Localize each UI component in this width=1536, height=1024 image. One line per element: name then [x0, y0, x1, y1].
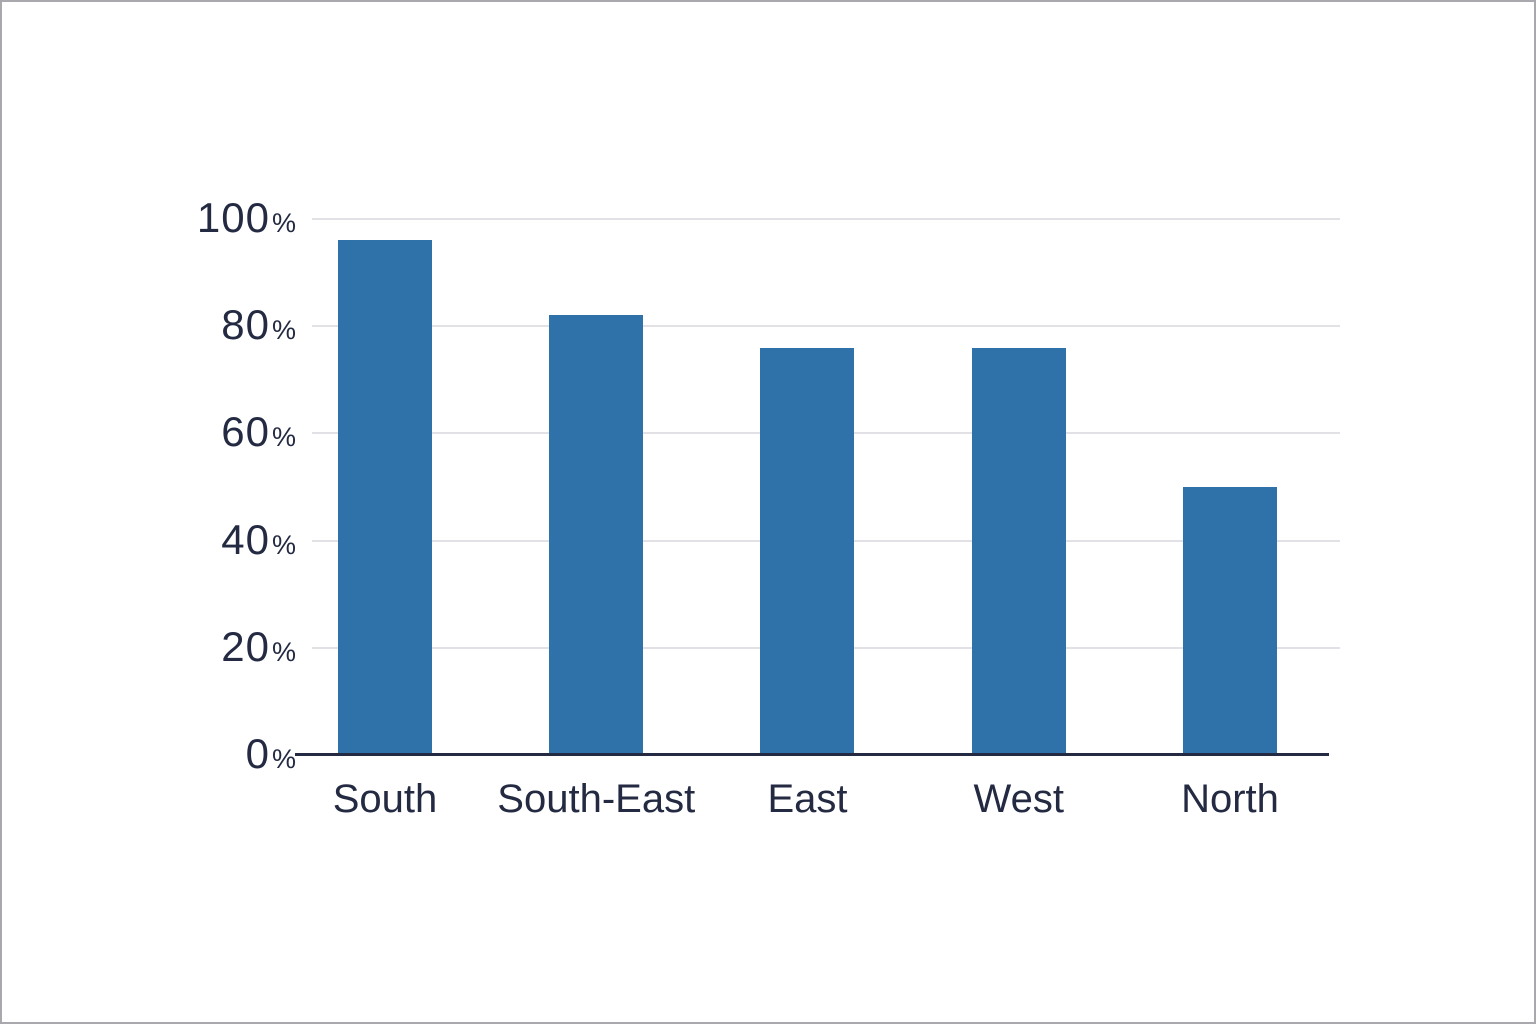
percent-suffix: % — [271, 529, 296, 560]
percent-suffix: % — [271, 422, 296, 453]
y-tick-value: 20 — [221, 622, 270, 670]
bar-south-east — [549, 315, 644, 755]
bar-east — [760, 347, 855, 755]
x-category-label-south-east: South-East — [497, 777, 696, 821]
y-tick-label: 100% — [2, 197, 296, 239]
y-tick-value: 0 — [245, 730, 270, 778]
y-tick-value: 100 — [196, 194, 270, 242]
y-tick-label: 60% — [2, 408, 296, 456]
percent-suffix: % — [271, 744, 296, 775]
y-tick-label: 40% — [2, 515, 296, 563]
bar-west — [971, 347, 1066, 755]
percent-suffix: % — [271, 208, 296, 239]
plot-area — [312, 218, 1340, 755]
bar-south — [337, 240, 432, 755]
x-category-label-north: North — [1181, 777, 1279, 821]
y-tick-value: 40 — [221, 515, 270, 563]
y-tick-value: 80 — [221, 301, 270, 349]
bar-north — [1183, 487, 1277, 755]
gridline — [312, 218, 1340, 220]
y-tick-value: 60 — [221, 408, 270, 456]
x-category-label-south: South — [332, 777, 438, 821]
x-axis-line — [295, 753, 1329, 756]
y-tick-label: 80% — [2, 304, 296, 346]
y-tick-label: 20% — [2, 622, 296, 670]
percent-suffix: % — [271, 315, 296, 346]
x-category-label-east: East — [767, 777, 848, 821]
gridline — [312, 325, 1340, 328]
y-tick-label: 0% — [2, 733, 296, 775]
percent-suffix: % — [271, 636, 296, 667]
x-category-label-west: West — [973, 777, 1064, 821]
